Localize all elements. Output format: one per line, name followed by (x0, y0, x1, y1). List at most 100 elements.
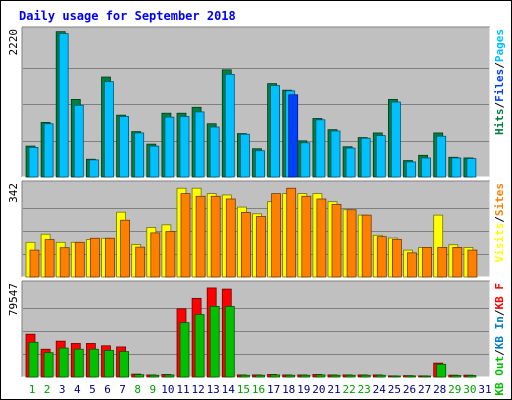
visits-bar-sites (195, 195, 206, 278)
x-tick-label: 14 (222, 383, 236, 396)
panel-hits: 2220 Hits/Files/Pages (7, 26, 506, 178)
x-tick-label: 17 (267, 383, 280, 396)
visits-bar-sites (135, 246, 146, 278)
kbytes-bar-kb-out (345, 374, 356, 378)
x-tick-label: 6 (104, 383, 111, 396)
visits-bar-sites (407, 252, 417, 278)
x-tick-label: 13 (207, 383, 220, 396)
x-tick-label: 8 (134, 383, 141, 396)
hits-bar-files (255, 150, 265, 178)
visits-legend: Visits/Sites (493, 183, 506, 263)
kbytes-bar-kb-out (43, 352, 54, 378)
hits-bar-files (73, 104, 84, 178)
kbytes-bar-kb-out (406, 375, 416, 378)
kbytes-bar-kb-out (330, 374, 341, 378)
hits-bar-files (436, 135, 447, 178)
hits-bar-files (345, 147, 356, 178)
kbytes-bar-kb-out (194, 314, 205, 378)
x-tick-label: 10 (161, 383, 174, 396)
kbytes-bar-kb-out (149, 374, 160, 378)
hits-bar-files (270, 85, 281, 178)
x-tick-label: 28 (433, 383, 446, 396)
hits-bar-files (104, 81, 114, 178)
kbytes-legend-separator: / (493, 309, 506, 316)
kbytes-bar-kb-out (28, 341, 39, 378)
visits-bar-sites (467, 249, 478, 278)
hits-legend-hits: Hits (493, 109, 506, 136)
hits-bar-files (406, 161, 416, 178)
hits-bar-files (466, 158, 477, 178)
x-tick-label: 15 (237, 383, 250, 396)
x-tick-label: 31 (478, 383, 491, 396)
visits-bar-sites (452, 247, 463, 278)
kbytes-bar-kb-out (360, 374, 371, 378)
x-tick-label: 30 (463, 383, 476, 396)
visits-bar-sites (391, 238, 402, 278)
visits-legend-sites: Sites (493, 183, 506, 216)
kbytes-bar-kb-out (421, 375, 432, 378)
visits-bar-sites (44, 239, 55, 278)
hits-bar-files (315, 119, 326, 178)
hits-bar-files (179, 116, 190, 178)
hits-bar-pages (288, 94, 299, 178)
visits-bar-sites (422, 247, 433, 278)
kbytes-bar-kb-out (164, 374, 175, 378)
visits-bar-sites (437, 247, 448, 278)
visits-bar-sites (361, 214, 372, 278)
visits-bar-sites (90, 237, 100, 278)
x-tick-label: 24 (373, 383, 387, 396)
x-tick-label: 22 (342, 383, 355, 396)
hits-bar-files (164, 116, 175, 178)
visits-bar-sites (331, 203, 342, 278)
hits-bar-files (149, 145, 160, 178)
kbytes-bar-kb-out (73, 348, 84, 378)
x-tick-label: 26 (403, 383, 416, 396)
hits-y-max-label: 2220 (7, 29, 20, 56)
visits-y-max-label: 342 (7, 183, 20, 203)
hits-bar-files (224, 74, 235, 178)
kbytes-legend-kb-in: KB In (493, 316, 506, 349)
hits-bar-files (194, 111, 205, 178)
hits-bar-files (58, 33, 69, 178)
kbytes-legend-kb-out: KB Out (493, 356, 506, 396)
x-tick-label: 12 (191, 383, 204, 396)
kbytes-bar-kb-out (119, 351, 129, 378)
hits-bar-files (330, 130, 341, 178)
hits-bar-files (209, 126, 220, 178)
kbytes-bar-kb-out (285, 374, 296, 378)
x-tick-label: 27 (418, 383, 431, 396)
visits-bar-sites (240, 212, 251, 278)
visits-legend-separator: / (493, 216, 506, 223)
chart-title: Daily usage for September 2018 (19, 9, 236, 23)
visits-bar-sites (59, 247, 70, 278)
kbytes-panel-bg (22, 281, 490, 377)
x-tick-label: 21 (327, 383, 340, 396)
kbytes-bar-kb-out (89, 348, 99, 378)
hits-bar-files (28, 147, 39, 178)
kbytes-bar-kb-out (390, 375, 401, 378)
visits-bar-sites (346, 209, 357, 278)
x-tick-label: 11 (176, 383, 189, 396)
hits-legend-separator: / (493, 102, 506, 109)
hits-legend-separator: / (493, 62, 506, 69)
visits-bar-sites (316, 198, 327, 278)
hits-legend: Hits/Files/Pages (493, 29, 506, 135)
x-axis-labels: 1 2 3 4 5 6 7 8 9 10 11 12 13 14 15 16 17 18 19 20 21 22 23 24 2… (29, 383, 492, 396)
x-tick-label: 23 (358, 383, 371, 396)
kbytes-bar-kb-out (255, 374, 265, 378)
kbytes-bar-kb-out (436, 363, 447, 378)
kbytes-legend-separator: / (493, 349, 506, 356)
panel-visits: 342 Visits/Sites (7, 180, 506, 278)
hits-bar-files (360, 137, 371, 178)
hits-legend-files: Files (493, 69, 506, 102)
kbytes-bar-kb-out (375, 374, 386, 378)
x-tick-label: 18 (282, 383, 295, 396)
x-tick-label: 20 (312, 383, 325, 396)
kbytes-bar-kb-out (209, 306, 220, 378)
kbytes-bar-kb-out (300, 374, 311, 378)
x-tick-label: 2 (44, 383, 51, 396)
hits-bar-files (43, 123, 54, 178)
visits-bar-sites (225, 198, 236, 278)
visits-legend-visits: Visits (493, 223, 506, 263)
